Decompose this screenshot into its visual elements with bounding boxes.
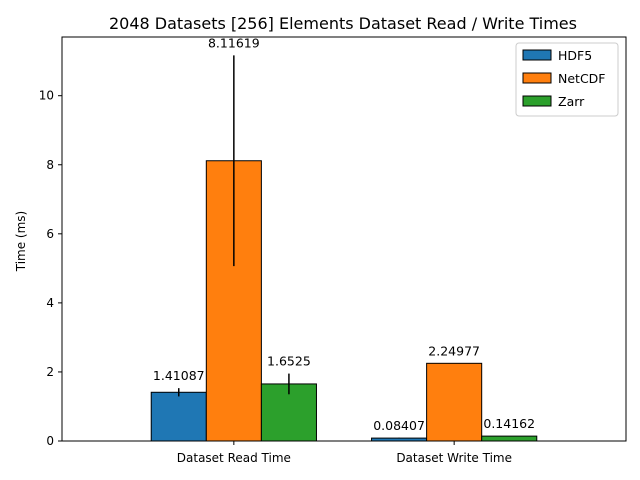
data-label-netcdf-1: 2.24977 [428,343,480,358]
plot-frame [61,36,627,442]
y-axis-label: Time (ms) [14,211,28,273]
legend: HDF5 NetCDF Zarr [515,42,619,117]
y-tick-label: 0 [46,434,54,448]
y-tick-label: 6 [46,227,54,241]
y-tick-label: 2 [46,365,54,379]
legend-swatch-netcdf [522,72,552,84]
y-tick-label: 10 [39,89,54,103]
legend-swatch-zarr [522,95,552,107]
bar-zarr-1 [481,435,538,442]
data-label-netcdf-0: 8.11619 [208,35,260,50]
legend-label-zarr: Zarr [558,94,585,109]
y-tick-label: 4 [46,296,54,310]
plot-area: 1.41087 0.08407 8.11619 2.24977 1.6525 0.1416… [39,35,627,465]
legend-swatch-hdf5 [522,49,552,61]
y-tick-label: 8 [46,158,54,172]
x-tick-label: Dataset Read Time [177,451,291,465]
legend-label-hdf5: HDF5 [558,48,592,63]
data-label-zarr-1: 0.14162 [483,416,535,431]
bar-hdf5-0 [150,391,207,442]
data-label-hdf5-1: 0.08407 [373,418,425,433]
chart-title: 2048 Datasets [256] Elements Dataset Rea… [109,14,577,33]
x-tick-label: Dataset Write Time [396,451,512,465]
data-label-zarr-0: 1.6525 [267,354,311,369]
legend-label-netcdf: NetCDF [558,71,606,86]
data-label-hdf5-0: 1.41087 [153,368,205,383]
bar-netcdf-1 [426,362,483,442]
